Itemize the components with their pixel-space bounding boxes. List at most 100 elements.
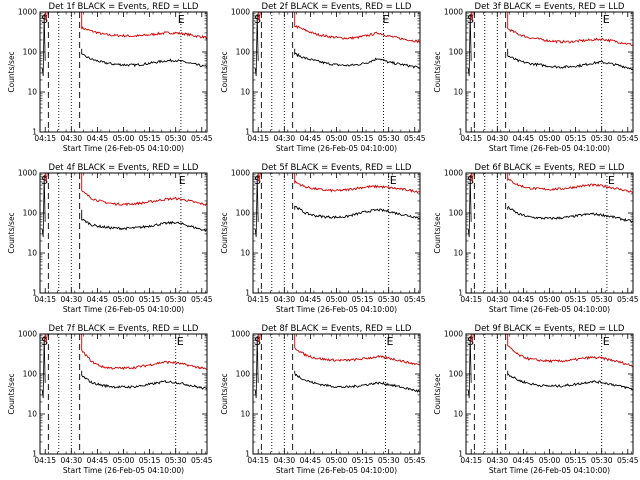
x-tick-label: 04:45 [87, 295, 109, 304]
y-tick-label: 1000 [18, 169, 37, 178]
x-tick-label: 04:30 [274, 295, 296, 304]
x-tick-label: 05:30 [165, 295, 187, 304]
events-series-line [81, 209, 208, 233]
interval-marker-e: E [382, 13, 389, 26]
y-tick-label: 1000 [18, 330, 37, 339]
red-start-spike [44, 11, 48, 21]
y-tick-label: 1000 [444, 330, 463, 339]
x-tick-label: 05:45 [404, 295, 426, 304]
lld-series-line [81, 334, 208, 371]
y-tick-label: 100 [23, 209, 38, 218]
events-series-line [507, 205, 634, 224]
plot-frame [252, 11, 421, 133]
x-axis-label: Start Time (26-Feb-05 04:10:00) [489, 305, 610, 314]
x-tick-label: 05:15 [139, 295, 161, 304]
panel-title: Det 3f BLACK = Events, RED = LLD [475, 2, 625, 12]
interval-marker-e: E [178, 13, 185, 26]
detector-panel-2: Det 2f BLACK = Events, RED = LLD Counts/s… [220, 2, 426, 153]
y-tick-label: 1 [32, 289, 37, 298]
y-tick-label: 1000 [231, 8, 250, 17]
x-tick-label: 05:15 [352, 456, 374, 465]
plot-frame [39, 333, 208, 455]
y-tick-label: 10 [453, 410, 463, 419]
x-tick-label: 05:30 [378, 456, 400, 465]
red-start-spike [44, 172, 48, 182]
x-tick-label: 04:30 [274, 456, 296, 465]
panel-title: Det 4f BLACK = Events, RED = LLD [49, 163, 199, 173]
black-start-spike [254, 13, 259, 77]
y-tick-label: 1 [245, 128, 250, 137]
x-tick-label: 04:45 [513, 134, 535, 143]
y-axis-label: Counts/sec [7, 51, 16, 92]
x-tick-label: 04:15 [460, 456, 482, 465]
y-tick-label: 100 [236, 48, 251, 57]
lld-series-line [81, 173, 208, 207]
red-start-spike [470, 172, 474, 182]
x-tick-label: 05:00 [326, 295, 348, 304]
lld-series-line [294, 334, 420, 366]
x-tick-label: 05:00 [539, 456, 561, 465]
x-tick-label: 04:15 [247, 134, 269, 143]
y-axis-label: Counts/sec [433, 51, 442, 92]
x-tick-label: 05:30 [591, 134, 613, 143]
detector-panel-8: Det 8f BLACK = Events, RED = LLD Counts/s… [220, 324, 426, 475]
x-axis-label: Start Time (26-Feb-05 04:10:00) [63, 144, 184, 153]
x-axis-label: Start Time (26-Feb-05 04:10:00) [276, 305, 397, 314]
events-series-line [294, 205, 421, 220]
detector-panel-9: Det 9f BLACK = Events, RED = LLD Counts/s… [433, 324, 639, 475]
panel-title: Det 6f BLACK = Events, RED = LLD [475, 163, 625, 173]
black-start-spike [41, 335, 46, 399]
x-tick-label: 04:30 [61, 295, 83, 304]
plot-frame [465, 11, 634, 133]
x-tick-label: 05:45 [404, 134, 426, 143]
y-tick-label: 1000 [231, 330, 250, 339]
x-tick-label: 04:45 [513, 295, 535, 304]
y-axis-label: Counts/sec [7, 373, 16, 414]
y-axis-label: Counts/sec [220, 212, 229, 253]
y-tick-label: 100 [236, 209, 251, 218]
x-tick-label: 04:45 [300, 295, 322, 304]
x-tick-label: 04:15 [247, 295, 269, 304]
x-tick-label: 04:15 [247, 456, 269, 465]
y-axis-label: Counts/sec [433, 212, 442, 253]
y-tick-label: 10 [453, 88, 463, 97]
panel-title: Det 1f BLACK = Events, RED = LLD [49, 2, 199, 12]
lld-series-line [507, 173, 634, 193]
x-axis-label: Start Time (26-Feb-05 04:10:00) [276, 144, 397, 153]
x-axis-label: Start Time (26-Feb-05 04:10:00) [489, 466, 610, 475]
x-tick-label: 05:00 [113, 295, 135, 304]
black-start-spike [467, 174, 472, 238]
red-start-spike [44, 333, 48, 343]
x-tick-label: 05:00 [539, 134, 561, 143]
plot-frame [39, 172, 208, 294]
red-start-spike [470, 333, 474, 343]
y-tick-label: 100 [449, 370, 464, 379]
x-tick-label: 04:30 [61, 134, 83, 143]
black-start-spike [254, 174, 259, 238]
x-tick-label: 04:30 [487, 134, 509, 143]
y-tick-label: 1000 [444, 169, 463, 178]
x-tick-label: 05:45 [617, 456, 639, 465]
y-tick-label: 10 [27, 88, 37, 97]
x-tick-label: 05:00 [326, 456, 348, 465]
x-tick-label: 04:15 [34, 295, 56, 304]
detector-panel-3: Det 3f BLACK = Events, RED = LLD Counts/s… [433, 2, 639, 153]
x-tick-label: 05:15 [139, 456, 161, 465]
y-tick-label: 10 [27, 249, 37, 258]
y-tick-label: 1 [32, 128, 37, 137]
detector-panel-5: Det 5f BLACK = Events, RED = LLD Counts/s… [220, 163, 426, 314]
y-tick-label: 1 [32, 450, 37, 459]
lld-series-line [294, 173, 421, 194]
events-series-line [294, 370, 420, 393]
x-tick-label: 05:45 [404, 456, 426, 465]
interval-marker-e: E [603, 335, 610, 348]
y-axis-label: Counts/sec [220, 51, 229, 92]
x-tick-label: 05:45 [191, 295, 213, 304]
detector-panel-1: Det 1f BLACK = Events, RED = LLD Counts/s… [7, 2, 213, 153]
interval-marker-e: E [608, 174, 615, 187]
red-start-spike [470, 11, 474, 21]
events-series-line [81, 370, 208, 390]
black-start-spike [467, 13, 472, 77]
black-start-spike [467, 335, 472, 399]
